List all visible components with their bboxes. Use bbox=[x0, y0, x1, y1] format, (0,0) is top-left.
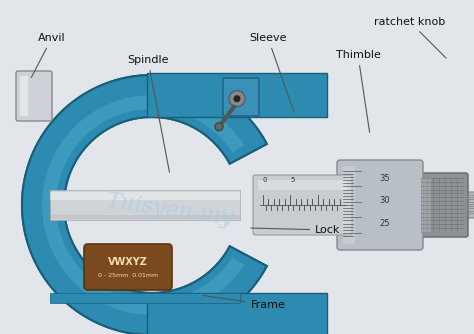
Polygon shape bbox=[42, 95, 244, 315]
Bar bbox=[50, 215, 240, 219]
Bar bbox=[50, 192, 240, 200]
Bar bbox=[421, 178, 431, 232]
Text: Tuisyen.my: Tuisyen.my bbox=[105, 190, 235, 230]
Text: Lock: Lock bbox=[251, 225, 340, 235]
Text: 25: 25 bbox=[380, 219, 390, 228]
FancyBboxPatch shape bbox=[223, 78, 259, 116]
Text: ratchet knob: ratchet knob bbox=[374, 17, 446, 58]
Text: Anvil: Anvil bbox=[31, 33, 65, 77]
FancyBboxPatch shape bbox=[253, 175, 352, 235]
Bar bbox=[20, 76, 28, 116]
Bar bbox=[147, 73, 327, 117]
Text: 5: 5 bbox=[291, 177, 295, 183]
Text: VWXYZ: VWXYZ bbox=[108, 258, 148, 268]
Text: Spindle: Spindle bbox=[127, 55, 170, 172]
Text: Thimble: Thimble bbox=[336, 50, 381, 132]
Text: 35: 35 bbox=[380, 174, 390, 183]
Polygon shape bbox=[22, 75, 267, 334]
FancyBboxPatch shape bbox=[84, 244, 172, 290]
Bar bbox=[343, 166, 355, 244]
Text: 30: 30 bbox=[380, 196, 390, 205]
Circle shape bbox=[215, 123, 223, 131]
Circle shape bbox=[229, 91, 245, 107]
Text: 0 - 25mm  0.01mm: 0 - 25mm 0.01mm bbox=[98, 273, 158, 278]
Text: 0: 0 bbox=[263, 177, 267, 183]
Polygon shape bbox=[22, 75, 267, 334]
FancyBboxPatch shape bbox=[337, 160, 423, 250]
Text: Sleeve: Sleeve bbox=[249, 33, 294, 112]
FancyBboxPatch shape bbox=[16, 71, 52, 121]
Bar bbox=[147, 293, 327, 334]
FancyBboxPatch shape bbox=[416, 173, 468, 237]
Bar bbox=[147, 117, 332, 293]
Text: Frame: Frame bbox=[203, 295, 285, 310]
Bar bbox=[258, 180, 347, 190]
Bar bbox=[50, 293, 240, 303]
Bar bbox=[50, 190, 240, 220]
FancyBboxPatch shape bbox=[462, 192, 474, 218]
Circle shape bbox=[234, 95, 240, 102]
